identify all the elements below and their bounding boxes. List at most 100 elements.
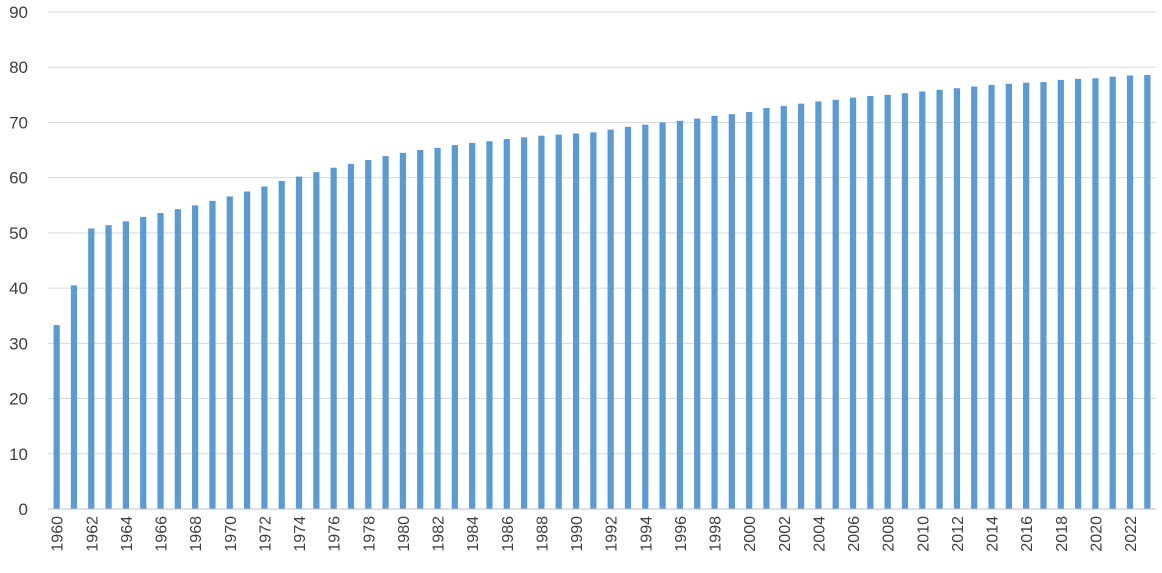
bar bbox=[295, 176, 303, 509]
bar bbox=[936, 89, 943, 509]
x-tick-label: 2018 bbox=[1054, 516, 1071, 552]
bar bbox=[451, 145, 458, 509]
y-tick-label: 20 bbox=[9, 390, 28, 409]
bar bbox=[434, 147, 441, 509]
bar bbox=[555, 134, 562, 510]
bar bbox=[399, 152, 407, 510]
bar bbox=[1057, 79, 1064, 509]
bar bbox=[538, 135, 545, 509]
x-tick-label: 1980 bbox=[396, 516, 413, 552]
bar bbox=[1109, 76, 1116, 510]
x-tick-label: 1962 bbox=[84, 516, 101, 552]
x-tick-label: 1998 bbox=[708, 516, 725, 552]
bar bbox=[988, 84, 995, 509]
bar bbox=[1005, 83, 1012, 510]
x-tick-label: 2012 bbox=[950, 516, 967, 552]
bar bbox=[122, 221, 130, 509]
y-tick-label: 0 bbox=[19, 500, 28, 519]
bar bbox=[417, 150, 424, 510]
bar bbox=[140, 216, 147, 509]
y-tick-label: 60 bbox=[9, 169, 28, 188]
bar bbox=[746, 111, 753, 510]
bars bbox=[53, 74, 1151, 510]
bar bbox=[711, 115, 718, 509]
bar bbox=[365, 159, 372, 510]
bar bbox=[330, 167, 337, 509]
x-tick-label: 1988 bbox=[534, 516, 551, 552]
bar bbox=[572, 133, 580, 509]
bar bbox=[659, 122, 666, 509]
bar bbox=[1074, 78, 1082, 510]
x-tick-label: 2020 bbox=[1088, 516, 1105, 552]
x-tick-label: 1984 bbox=[465, 516, 482, 552]
bar bbox=[261, 186, 268, 509]
bar bbox=[953, 88, 961, 509]
bar bbox=[849, 97, 857, 509]
bar bbox=[607, 129, 614, 509]
bar bbox=[624, 126, 632, 510]
bar bbox=[1126, 75, 1134, 509]
bar bbox=[832, 99, 839, 509]
x-tick-label: 1972 bbox=[257, 516, 274, 552]
x-tick-label: 1990 bbox=[569, 516, 586, 552]
x-tick-label: 2000 bbox=[742, 516, 759, 552]
bar bbox=[469, 142, 476, 510]
bar bbox=[867, 95, 874, 509]
x-tick-label: 2022 bbox=[1123, 516, 1140, 552]
bar bbox=[192, 205, 199, 509]
x-axis-ticks: 1960 1962 1964 1966 1968 1970 1972 1974 1976 1978… bbox=[50, 516, 1140, 552]
bar bbox=[694, 118, 701, 509]
bar bbox=[313, 172, 320, 509]
bar bbox=[884, 94, 891, 509]
x-tick-label: 1996 bbox=[673, 516, 690, 552]
bar bbox=[590, 132, 597, 509]
bar bbox=[797, 103, 805, 510]
y-tick-label: 40 bbox=[9, 279, 28, 298]
bar bbox=[486, 141, 493, 509]
y-tick-label: 90 bbox=[9, 3, 28, 22]
bar bbox=[901, 93, 909, 509]
x-tick-label: 2010 bbox=[915, 516, 932, 552]
bar bbox=[642, 124, 649, 510]
bar bbox=[1040, 82, 1047, 509]
bar bbox=[815, 101, 822, 510]
y-tick-label: 70 bbox=[9, 113, 28, 132]
x-tick-label: 1970 bbox=[223, 516, 240, 552]
y-tick-label: 80 bbox=[9, 58, 28, 77]
bar bbox=[70, 285, 78, 509]
bar bbox=[1144, 74, 1151, 509]
x-tick-label: 2006 bbox=[846, 516, 863, 552]
bar bbox=[763, 108, 770, 509]
bar bbox=[88, 228, 95, 509]
bar bbox=[676, 120, 684, 509]
bar bbox=[1023, 82, 1030, 509]
x-tick-label: 2014 bbox=[985, 516, 1002, 552]
bar bbox=[53, 325, 60, 509]
bar bbox=[503, 139, 510, 509]
bar bbox=[520, 137, 528, 510]
x-tick-label: 1968 bbox=[188, 516, 205, 552]
y-axis-ticks: 0 10 20 30 40 50 60 70 80 90 bbox=[9, 3, 28, 519]
x-tick-label: 1974 bbox=[292, 516, 309, 552]
x-tick-label: 2016 bbox=[1019, 516, 1036, 552]
x-tick-label: 2004 bbox=[811, 516, 828, 552]
bar bbox=[382, 156, 389, 509]
x-tick-label: 1966 bbox=[154, 516, 171, 552]
bar bbox=[728, 114, 735, 510]
bar bbox=[157, 213, 164, 509]
bar bbox=[174, 209, 181, 510]
x-tick-label: 1992 bbox=[604, 516, 621, 552]
y-tick-label: 10 bbox=[9, 445, 28, 464]
bar bbox=[971, 86, 978, 510]
bar bbox=[209, 200, 216, 510]
bar bbox=[780, 105, 787, 509]
bar bbox=[347, 163, 355, 509]
y-tick-label: 50 bbox=[9, 224, 28, 243]
x-tick-label: 2002 bbox=[777, 516, 794, 552]
bar bbox=[919, 91, 926, 510]
bar bbox=[1092, 78, 1099, 510]
x-tick-label: 1960 bbox=[50, 516, 67, 552]
x-tick-label: 1994 bbox=[638, 516, 655, 552]
bar bbox=[226, 196, 233, 510]
